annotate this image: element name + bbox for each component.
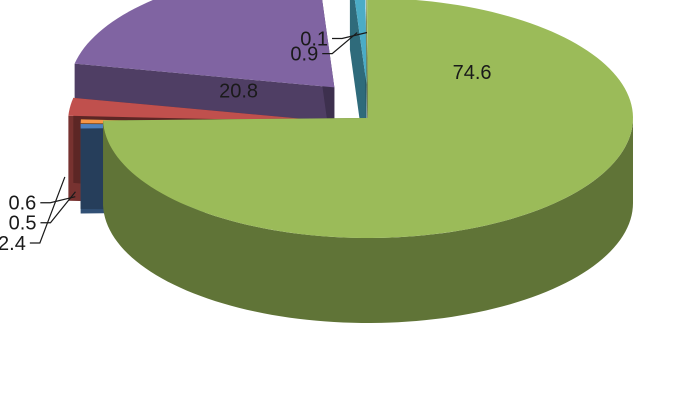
pie-slice-top [74,0,335,88]
pie-slice-top [366,0,368,85]
pie-slice-top [103,0,633,238]
leader-line-0.5 [40,191,76,224]
pie-slices [68,0,633,323]
pie-slice-side [103,118,633,323]
data-label-0.5: 0.5 [9,213,37,235]
pie-data-labels: 74.6 0.60.52.4 20.8 0.90.1 [0,29,492,255]
data-label-0.6: 0.6 [8,193,36,215]
pie-slice-74.6 [103,0,633,323]
data-label-2.4: 2.4 [0,233,26,255]
pie-slice-top [354,0,367,85]
data-label-0.1: 0.1 [300,29,328,51]
leader-line-0.9 [322,32,358,55]
data-label-74.6: 74.6 [453,62,492,84]
leader-line-2.4 [29,176,66,244]
data-label-20.8: 20.8 [219,81,258,103]
data-label-0.9: 0.9 [290,44,318,66]
leader-line-0.6 [40,196,76,204]
pie-slice-top [68,97,334,122]
leader-line-0.1 [332,31,368,40]
